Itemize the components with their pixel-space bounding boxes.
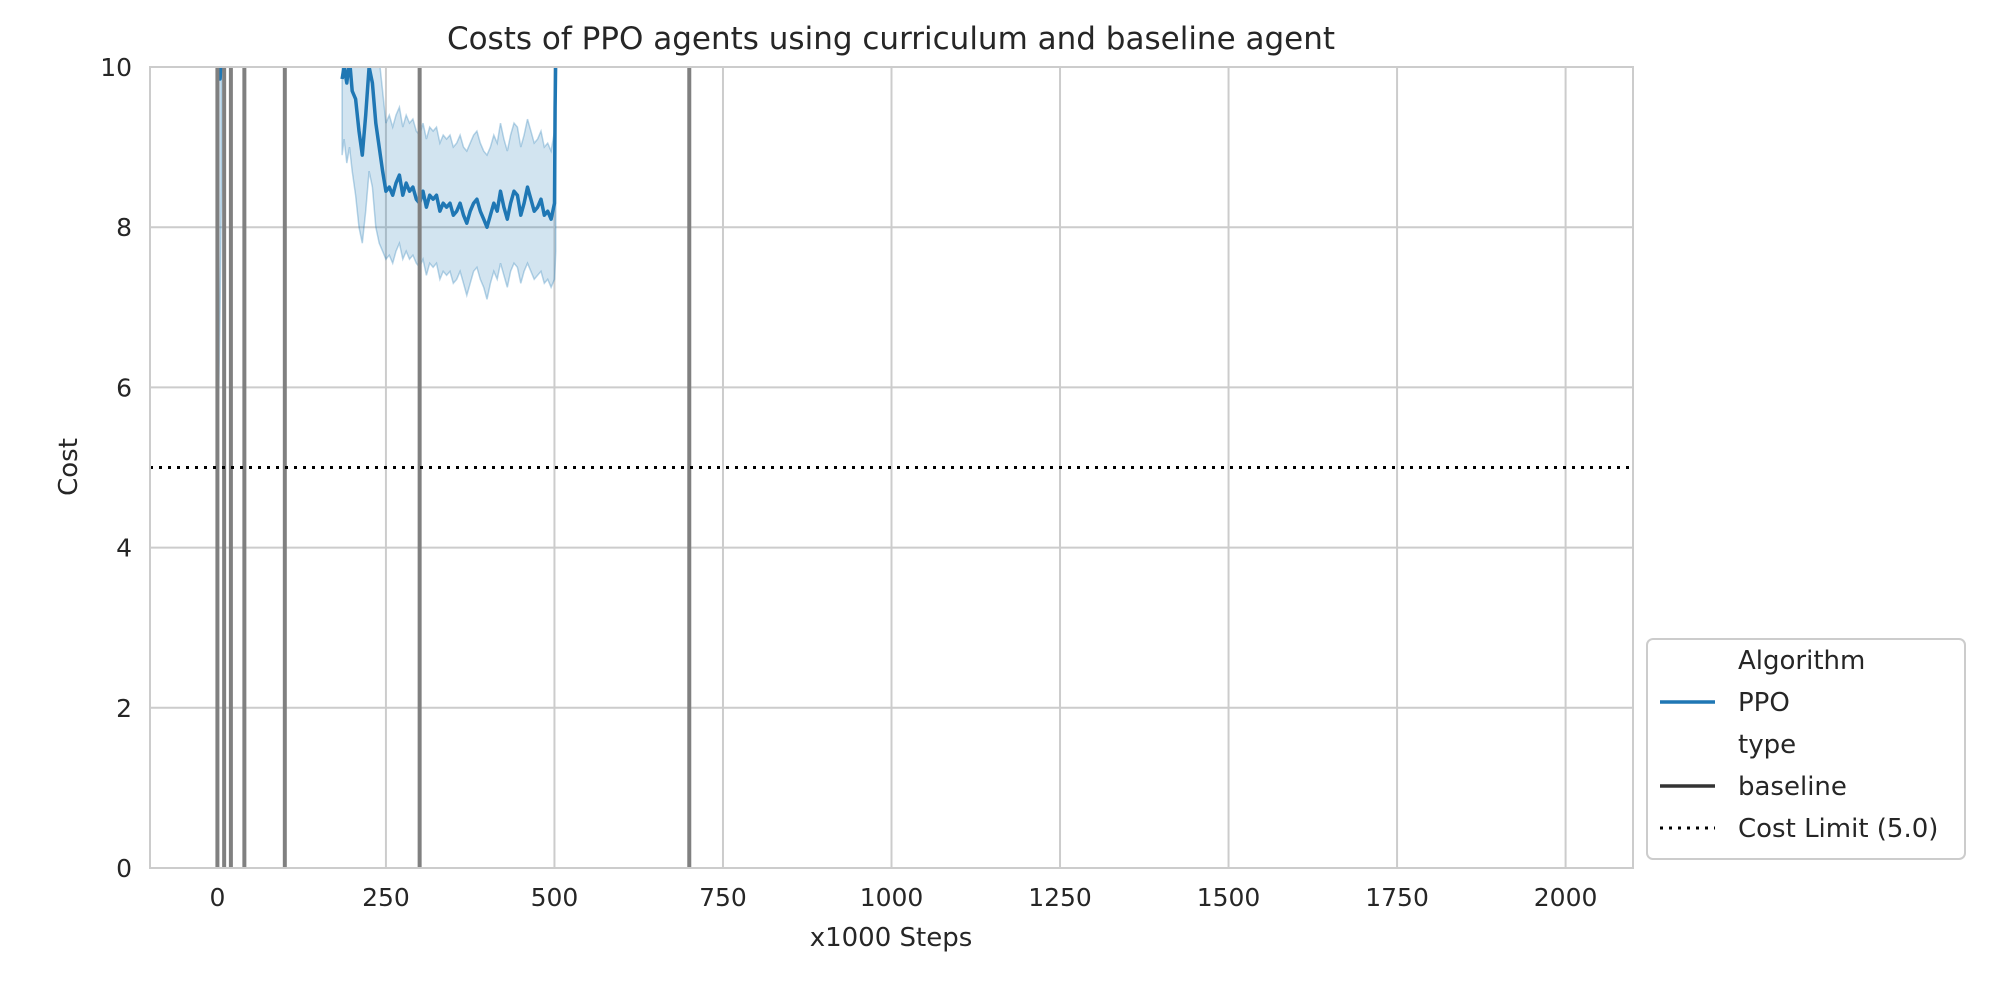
legend-label: baseline <box>1738 772 1847 802</box>
x-tick-label: 1500 <box>1197 883 1261 912</box>
y-axis-label: Cost <box>54 438 84 496</box>
confidence-bands <box>216 67 557 436</box>
legend-label: type <box>1738 730 1796 760</box>
x-axis-label: x1000 Steps <box>810 923 973 953</box>
y-tick-label: 6 <box>116 373 132 402</box>
y-tick-label: 10 <box>100 53 132 82</box>
y-tick-label: 8 <box>116 213 132 242</box>
legend-label: PPO <box>1738 688 1790 718</box>
series-lines <box>216 67 558 229</box>
x-tick-label: 1000 <box>860 883 924 912</box>
legend-box <box>1646 638 1966 860</box>
ppo-series-line <box>216 67 223 81</box>
ppo-series-line <box>340 67 558 229</box>
x-tick-label: 750 <box>699 883 747 912</box>
curriculum-stage-lines <box>215 67 692 868</box>
y-tick-labels: 0 2 4 6 8 10 <box>100 53 132 883</box>
plot-frame <box>149 66 1634 869</box>
ppo-confidence-band <box>341 67 557 300</box>
x-tick-label: 250 <box>362 883 410 912</box>
legend: Algorithm PPO type baseline Cost Limit (5.0) <box>1646 638 1966 860</box>
x-tick-labels: 0 250 500 750 1000 1250 1500 1750 2000 <box>209 883 1597 912</box>
y-tick-label: 0 <box>116 854 132 883</box>
legend-label: Cost Limit (5.0) <box>1738 814 1938 844</box>
y-tick-label: 4 <box>116 534 132 563</box>
x-tick-label: 1250 <box>1028 883 1092 912</box>
x-tick-label: 2000 <box>1534 883 1598 912</box>
chart-title: Costs of PPO agents using curriculum and… <box>447 21 1335 57</box>
x-tick-label: 500 <box>531 883 579 912</box>
x-tick-label: 1750 <box>1365 883 1429 912</box>
x-tick-label: 0 <box>209 883 225 912</box>
y-tick-label: 2 <box>116 694 132 723</box>
legend-label: Algorithm <box>1738 646 1865 676</box>
